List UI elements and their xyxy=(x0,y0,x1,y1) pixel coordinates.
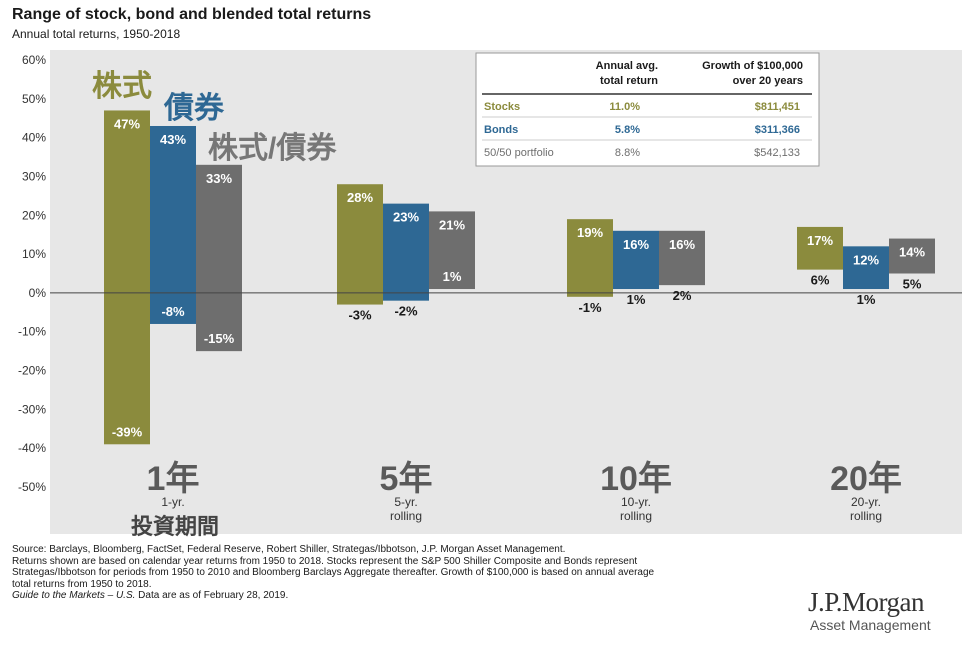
category-label: rolling xyxy=(390,509,422,523)
bar-50-50-portfolio xyxy=(196,164,242,352)
category-label: 1-yr. xyxy=(161,495,184,509)
table-row-name: Bonds xyxy=(484,124,518,136)
bar-min-label: -2% xyxy=(394,304,418,319)
table-row-growth: $542,133 xyxy=(754,147,800,159)
bar-min-label: 1% xyxy=(443,269,462,284)
guide-line: Guide to the Markets – U.S. Data are as … xyxy=(12,590,792,602)
bar-max-label: 33% xyxy=(206,171,232,186)
table-row-return: 8.8% xyxy=(615,147,640,159)
source-line: Returns shown are based on calendar year… xyxy=(12,555,638,567)
bar-bonds xyxy=(383,203,429,301)
y-tick-label: -20% xyxy=(18,364,46,378)
table-header-return-line1: Annual avg. xyxy=(596,60,658,72)
bar-50-50-portfolio xyxy=(429,211,475,290)
y-tick-label: -40% xyxy=(18,441,46,455)
bar-bonds xyxy=(843,246,889,290)
bar-min-label: -15% xyxy=(204,331,235,346)
bar-stocks xyxy=(797,226,843,270)
table-row-name: 50/50 portfolio xyxy=(484,147,554,159)
bar-max-label: 14% xyxy=(899,245,925,260)
jpmorgan-logo: J.P.Morgan Asset Management xyxy=(808,588,958,634)
category-big-label: 20年 xyxy=(830,460,902,498)
bar-max-label: 28% xyxy=(347,190,373,205)
bar-bonds xyxy=(150,125,196,324)
y-tick-label: 50% xyxy=(22,92,46,106)
table-row-return: 11.0% xyxy=(609,101,640,113)
y-tick-label: 60% xyxy=(22,53,46,67)
y-tick-label: -30% xyxy=(18,402,46,416)
source-line: Strategas/Ibbotson for periods from 1950… xyxy=(12,567,655,578)
bar-50-50-portfolio xyxy=(659,230,705,286)
table-background xyxy=(475,52,820,167)
source-note: Source: Barclays, Bloomberg, FactSet, Fe… xyxy=(12,544,792,602)
logo-sub-text: Asset Management xyxy=(810,617,931,633)
bar-max-label: 16% xyxy=(669,237,695,252)
table-row-growth: $311,366 xyxy=(755,124,800,136)
bar-max-label: 47% xyxy=(114,116,140,131)
logo-main-text: J.P.Morgan xyxy=(808,587,925,617)
category-label: 20-yr. xyxy=(851,495,881,509)
bar-max-label: 12% xyxy=(853,252,879,267)
jp-label-blend: 株式/債券 xyxy=(208,132,337,165)
category-big-label: 1年 xyxy=(147,460,200,498)
bar-max-label: 21% xyxy=(439,217,465,232)
bar-min-label: 6% xyxy=(811,273,830,288)
category-label: 5-yr. xyxy=(394,495,417,509)
bar-max-label: 43% xyxy=(160,132,186,147)
table-row-return: 5.8% xyxy=(615,124,640,136)
jp-label-stocks: 株式 xyxy=(92,70,152,103)
y-tick-label: 10% xyxy=(22,247,46,261)
bar-stocks xyxy=(567,219,613,297)
table-row-name: Stocks xyxy=(484,101,520,113)
bar-min-label: -1% xyxy=(578,300,602,315)
bar-min-label: 1% xyxy=(627,292,646,307)
category-label: rolling xyxy=(620,509,652,523)
chart-subtitle: Annual total returns, 1950-2018 xyxy=(12,27,181,41)
bar-max-label: 19% xyxy=(577,225,603,240)
chart-title: Range of stock, bond and blended total r… xyxy=(12,6,372,23)
bar-stocks xyxy=(337,184,383,305)
category-label: 10-yr. xyxy=(621,495,651,509)
table-header-return-line2: total return xyxy=(600,75,658,87)
y-tick-label: 40% xyxy=(22,131,46,145)
bar-max-label: 16% xyxy=(623,237,649,252)
bar-min-label: -3% xyxy=(348,308,372,323)
y-tick-label: 20% xyxy=(22,208,46,222)
bar-max-label: 17% xyxy=(807,233,833,248)
y-tick-label: 30% xyxy=(22,169,46,183)
table-header-growth-line1: Growth of $100,000 xyxy=(702,60,803,72)
bar-min-label: -8% xyxy=(161,304,185,319)
y-tick-label: -50% xyxy=(18,480,46,494)
category-big-label: 10年 xyxy=(600,460,672,498)
category-big-label: 5年 xyxy=(380,460,433,498)
bar-min-label: -39% xyxy=(112,424,143,439)
source-line: Source: Barclays, Bloomberg, FactSet, Fe… xyxy=(12,544,566,555)
y-tick-label: 0% xyxy=(29,286,47,300)
guide-title: Guide to the Markets – U.S. xyxy=(12,590,136,601)
bar-50-50-portfolio xyxy=(889,238,935,274)
guide-date: Data are as of February 28, 2019. xyxy=(135,590,289,601)
bar-stocks xyxy=(104,110,150,445)
jp-label-period: 投資期間 xyxy=(131,514,219,539)
bar-bonds xyxy=(613,230,659,290)
source-line: total returns from 1950 to 2018. xyxy=(12,578,152,590)
table-row-growth: $811,451 xyxy=(755,101,800,113)
bar-min-label: 5% xyxy=(903,277,922,292)
category-label: rolling xyxy=(850,509,882,523)
table-header-growth-line2: over 20 years xyxy=(733,75,803,87)
y-tick-label: -10% xyxy=(18,325,46,339)
jp-label-bonds: 債券 xyxy=(163,92,225,125)
bar-max-label: 23% xyxy=(393,210,419,225)
bar-min-label: 2% xyxy=(673,288,692,303)
summary-table: Annual avg. total return Growth of $100,… xyxy=(475,52,820,167)
bar-min-label: 1% xyxy=(857,292,876,307)
